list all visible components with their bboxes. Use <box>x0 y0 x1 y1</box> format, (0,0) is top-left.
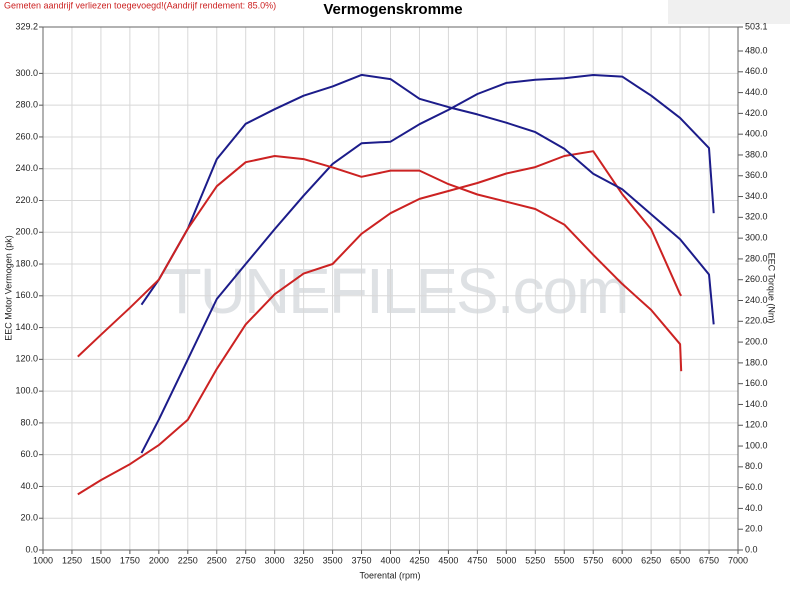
y2-tick-label: 420.0 <box>745 108 768 118</box>
data-line <box>140 74 715 454</box>
y2-tick-label: 180.0 <box>745 357 768 367</box>
y2-tick-label: 280.0 <box>745 253 768 263</box>
y2-tick-label: 400.0 <box>745 129 768 139</box>
data-line <box>77 150 683 496</box>
corner-panel <box>668 0 790 24</box>
y2-tick-label: 380.0 <box>745 149 768 159</box>
y2-tick-label: 120.0 <box>745 420 768 430</box>
x-tick-label: 6500 <box>670 555 690 565</box>
x-tick-label: 5000 <box>496 555 516 565</box>
x-axis-label: Toerental (rpm) <box>359 570 420 580</box>
y-tick-label: 140.0 <box>15 322 38 332</box>
y2-tick-label: 220.0 <box>745 316 768 326</box>
y-tick-label: 180.0 <box>15 258 38 268</box>
x-tick-label: 4250 <box>409 555 429 565</box>
y2-tick-label: 260.0 <box>745 274 768 284</box>
x-tick-label: 1500 <box>91 555 111 565</box>
x-tick-label: 6000 <box>612 555 632 565</box>
y2-tick-label: 0.0 <box>745 544 758 554</box>
y2-tick-label: 240.0 <box>745 295 768 305</box>
y-tick-label: 0.0 <box>25 544 38 554</box>
y-tick-label: 120.0 <box>15 354 38 364</box>
x-tick-label: 7000 <box>728 555 748 565</box>
y-tick-label: 80.0 <box>20 417 38 427</box>
y2-tick-label: 60.0 <box>745 482 763 492</box>
x-tick-label: 5500 <box>554 555 574 565</box>
y2-tick-label: 340.0 <box>745 191 768 201</box>
y-tick-label: 300.0 <box>15 68 38 78</box>
y2-tick-label: 40.0 <box>745 503 763 513</box>
y-tick-label: 280.0 <box>15 100 38 110</box>
y2-tick-label: 300.0 <box>745 233 768 243</box>
y2-tick-label: 20.0 <box>745 524 763 534</box>
x-tick-label: 2500 <box>207 555 227 565</box>
y2-tick-label: 100.0 <box>745 440 768 450</box>
x-tick-label: 6750 <box>699 555 719 565</box>
y-tick-label: 40.0 <box>20 481 38 491</box>
y2-tick-label: 360.0 <box>745 170 768 180</box>
note: Gemeten aandrijf verliezen toegevoegd!(A… <box>4 0 276 10</box>
y-axis-label: EEC Motor Vermogen (pk) <box>3 235 13 341</box>
y-tick-label: 100.0 <box>15 386 38 396</box>
y2-tick-label: 503.1 <box>745 21 768 31</box>
y-tick-label: 20.0 <box>20 513 38 523</box>
y2-tick-label: 480.0 <box>745 45 768 55</box>
y2-tick-label: 320.0 <box>745 212 768 222</box>
y-tick-label: 160.0 <box>15 290 38 300</box>
x-tick-label: 5750 <box>583 555 603 565</box>
y-tick-label: 60.0 <box>20 449 38 459</box>
y2-tick-label: 460.0 <box>745 66 768 76</box>
y-tick-label: 200.0 <box>15 227 38 237</box>
x-tick-label: 2750 <box>236 555 256 565</box>
y-tick-label: 260.0 <box>15 131 38 141</box>
x-tick-label: 3000 <box>265 555 285 565</box>
watermark: TUNEFILES.com <box>163 255 628 327</box>
y2-tick-label: 160.0 <box>745 378 768 388</box>
data-line <box>77 155 683 372</box>
y2-tick-label: 140.0 <box>745 399 768 409</box>
y-tick-label: 220.0 <box>15 195 38 205</box>
x-tick-label: 2250 <box>178 555 198 565</box>
x-tick-label: 3750 <box>352 555 372 565</box>
x-tick-label: 1750 <box>120 555 140 565</box>
y2-tick-label: 440.0 <box>745 87 768 97</box>
chart-title: Vermogenskromme <box>323 1 462 18</box>
data-line <box>140 73 715 325</box>
y-tick-label: 240.0 <box>15 163 38 173</box>
y2-tick-label: 200.0 <box>745 336 768 346</box>
x-tick-label: 2000 <box>149 555 169 565</box>
y2-axis-label: EEC Torque (Nm) <box>767 253 777 324</box>
x-tick-label: 4000 <box>380 555 400 565</box>
plot-frame <box>42 26 739 551</box>
x-tick-label: 5250 <box>525 555 545 565</box>
y2-tick-label: 80.0 <box>745 461 763 471</box>
y-tick-label: 329.2 <box>15 21 38 31</box>
x-tick-label: 4750 <box>467 555 487 565</box>
x-tick-label: 6250 <box>641 555 661 565</box>
x-tick-label: 4500 <box>438 555 458 565</box>
x-tick-label: 1250 <box>62 555 82 565</box>
x-tick-label: 1000 <box>33 555 53 565</box>
x-tick-label: 3500 <box>323 555 343 565</box>
x-tick-label: 3250 <box>294 555 314 565</box>
